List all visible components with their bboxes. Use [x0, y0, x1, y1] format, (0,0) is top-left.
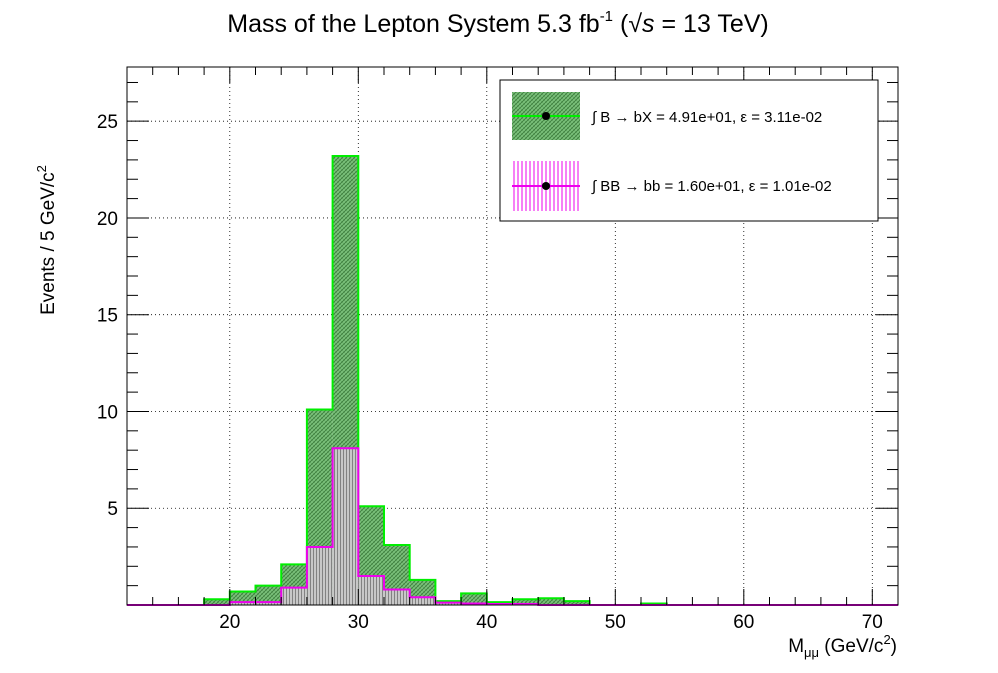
legend-swatch-marker — [542, 112, 550, 120]
x-tick-label: 50 — [605, 612, 626, 633]
bar-bb-to-bb — [435, 602, 462, 605]
outline-bb-to-bb — [127, 447, 898, 606]
y-axis-label-main: Events / 5 GeV/c — [38, 172, 59, 315]
x-axis-label-sub: μμ — [804, 645, 819, 660]
chart-title-main: Mass of the Lepton System 5.3 fb — [227, 10, 599, 38]
bar-bb-to-bb — [358, 575, 384, 605]
bar-b-to-bx — [204, 599, 230, 605]
legend-swatch-bb-to-bb — [512, 161, 580, 211]
bar-bb-to-bb — [281, 587, 307, 605]
outline-b-to-bx — [127, 155, 898, 606]
x-axis-label-main: M — [788, 636, 804, 657]
chart-title-s: s — [642, 10, 655, 38]
histogram-bars — [127, 155, 898, 606]
bar-b-to-bx — [255, 585, 282, 605]
x-axis-label-sup: 2 — [883, 632, 890, 647]
bar-b-to-bx — [461, 593, 487, 605]
bar-bb-to-bb — [255, 602, 282, 605]
bar-bb-to-bb — [409, 597, 436, 605]
y-tick-label: 20 — [97, 209, 118, 230]
y-axis-label: Events / 5 GeV/c2 — [34, 165, 59, 315]
legend-swatch-marker — [542, 182, 550, 190]
y-tick-label: 5 — [107, 499, 118, 520]
bar-b-to-bx — [512, 599, 539, 605]
chart-title-open: ( — [613, 10, 629, 38]
x-tick-label: 60 — [733, 612, 754, 633]
x-tick-label: 20 — [219, 612, 240, 633]
legend-label-bb-to-bb: ∫ BB → bb = 1.60e+01, ε = 1.01e-02 — [591, 178, 832, 195]
x-tick-label: 70 — [862, 612, 883, 633]
chart-title-rest: = 13 TeV) — [655, 10, 769, 38]
x-axis-label-mid: (GeV/c — [819, 636, 883, 657]
bar-bb-to-bb — [229, 602, 256, 605]
y-tick-label: 15 — [97, 306, 118, 327]
x-axis-label: Mμμ (GeV/c2) — [788, 632, 897, 660]
chart-title-sqrt: √ — [628, 10, 642, 38]
bar-bb-to-bb — [384, 589, 410, 605]
bar-bb-to-bb — [332, 448, 359, 605]
bar-b-to-bx — [563, 601, 590, 605]
bar-b-to-bx — [538, 598, 564, 605]
y-tick-label: 25 — [97, 112, 118, 133]
chart-title: Mass of the Lepton System 5.3 fb-1 (√s =… — [227, 8, 769, 38]
axis-ticks — [127, 67, 899, 605]
x-tick-label: 30 — [348, 612, 369, 633]
y-tick-label: 10 — [97, 402, 118, 423]
legend-swatch-b-to-bx — [512, 92, 580, 140]
x-axis-label-end: ) — [891, 636, 897, 657]
x-tick-label: 40 — [476, 612, 497, 633]
y-axis-label-sup: 2 — [34, 165, 49, 172]
legend: ∫ B → bX = 4.91e+01, ε = 3.11e-02 ∫ BB →… — [499, 79, 879, 222]
legend-label-b-to-bx: ∫ B → bX = 4.91e+01, ε = 3.11e-02 — [591, 109, 822, 126]
tick-labels: 20 30 40 50 60 70 5 10 15 20 25 — [97, 112, 883, 633]
chart-title-exp: -1 — [600, 8, 613, 25]
bar-bb-to-bb — [306, 546, 333, 605]
